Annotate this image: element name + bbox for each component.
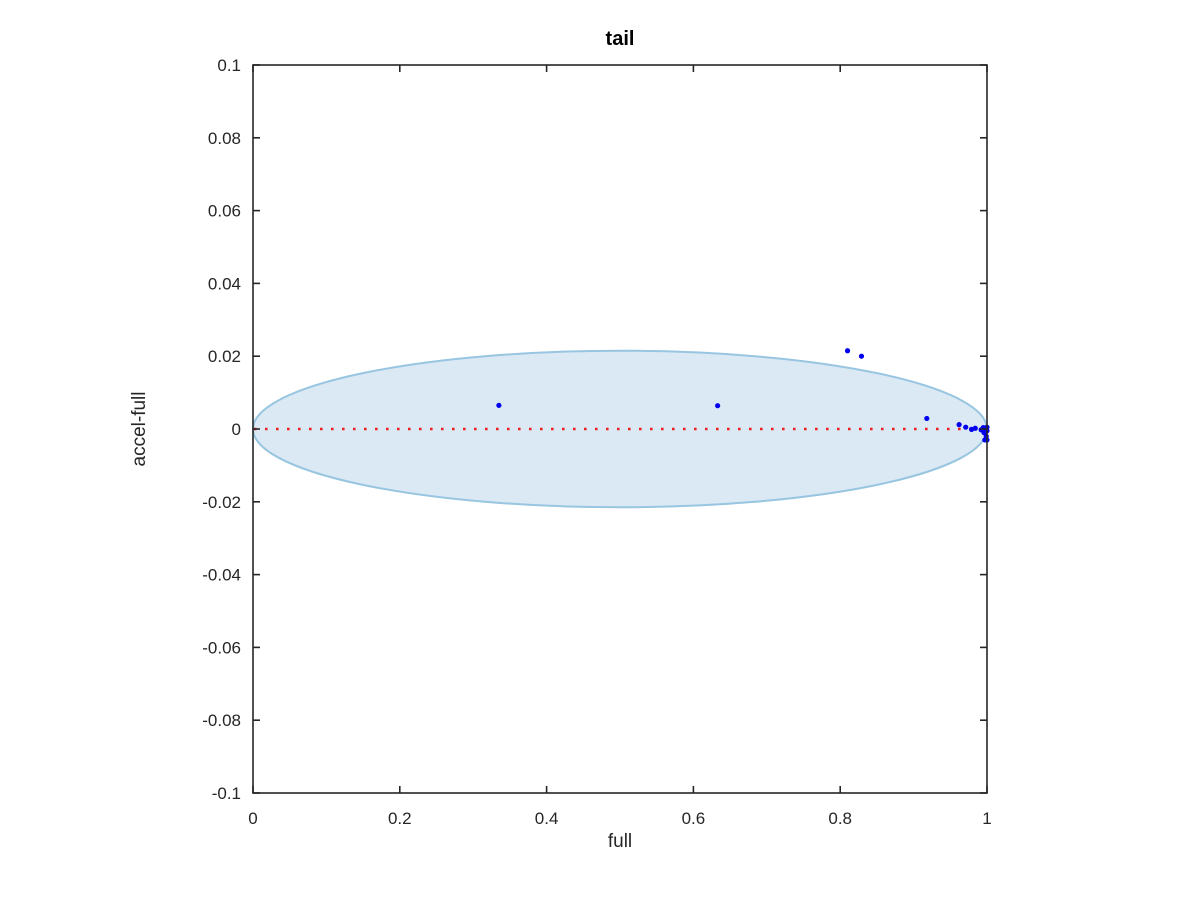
x-tick-label: 0 xyxy=(248,809,257,828)
x-tick-label: 0.4 xyxy=(535,809,559,828)
y-tick-label: 0.1 xyxy=(217,56,241,75)
chart-title: tail xyxy=(605,28,635,50)
y-tick-label: 0.06 xyxy=(208,202,241,221)
scatter-point xyxy=(972,425,978,431)
y-tick-label: -0.02 xyxy=(202,493,241,512)
scatter-point xyxy=(956,422,962,428)
x-tick-label: 0.2 xyxy=(388,809,412,828)
scatter-point xyxy=(715,403,721,409)
y-tick-label: 0.08 xyxy=(208,129,241,148)
scatter-point xyxy=(844,348,851,354)
y-axis-label: accel-full xyxy=(129,391,150,467)
x-tick-label: 0.6 xyxy=(682,809,706,828)
y-tick-label: -0.1 xyxy=(212,784,241,803)
y-tick-label: -0.08 xyxy=(202,711,241,730)
tolerance-ellipse xyxy=(252,349,988,509)
scatter-point xyxy=(496,402,502,408)
y-tick-label: -0.06 xyxy=(202,638,241,657)
x-axis-label: full xyxy=(607,831,633,852)
y-tick-label: -0.04 xyxy=(202,566,241,585)
scatter-point xyxy=(858,353,865,359)
y-tick-label: 0 xyxy=(232,420,241,439)
y-tick-label: 0.02 xyxy=(208,347,241,366)
x-tick-label: 0.8 xyxy=(828,809,852,828)
scatter-point xyxy=(924,415,930,422)
x-tick-label: 1 xyxy=(982,809,991,828)
scatter-point xyxy=(963,424,969,430)
y-tick-label: 0.04 xyxy=(208,274,241,293)
